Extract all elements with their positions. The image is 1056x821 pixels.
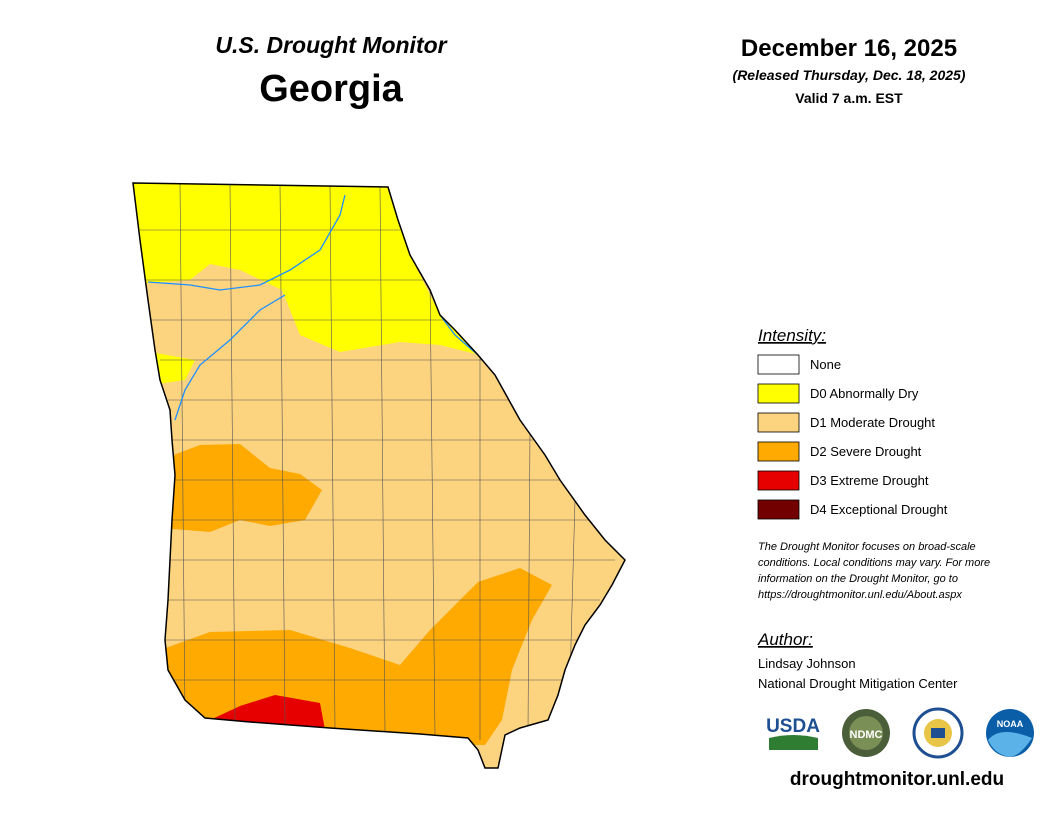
noaa-logo: NOAA [986, 709, 1034, 757]
legend-label: D4 Exceptional Drought [810, 502, 948, 517]
legend-label: D0 Abnormally Dry [810, 386, 919, 401]
commerce-logo [912, 707, 964, 759]
author-name: Lindsay Johnson [758, 656, 856, 671]
legend-label: D2 Severe Drought [810, 444, 922, 459]
legend-label: D3 Extreme Drought [810, 473, 929, 488]
note-line: information on the Drought Monitor, go t… [758, 573, 958, 585]
rivers [147, 194, 479, 421]
legend-title: Intensity: [758, 326, 826, 345]
legend-swatch [757, 441, 800, 462]
legend-label: D1 Moderate Drought [810, 415, 935, 430]
note: The Drought Monitor focuses on broad-sca… [758, 541, 990, 601]
note-line: conditions. Local conditions may vary. F… [758, 557, 990, 569]
county-lines [140, 183, 615, 740]
legend-swatch [757, 499, 800, 520]
d2-area [160, 444, 322, 532]
d0-area [133, 183, 480, 355]
legend-swatch [757, 470, 800, 491]
author-title: Author: [757, 630, 813, 649]
map-subtitle: U.S. Drought Monitor [215, 32, 447, 58]
legend-swatch [757, 354, 800, 375]
usda-logo-text: USDA [766, 716, 820, 737]
ndmc-logo-text: NDMC [850, 729, 883, 741]
legend-swatch [757, 383, 800, 404]
map-date: December 16, 2025 [741, 35, 957, 62]
author-org: National Drought Mitigation Center [758, 676, 958, 691]
ndmc-logo: NDMC [842, 709, 890, 757]
map-title: Georgia [259, 68, 403, 110]
note-line: The Drought Monitor focuses on broad-sca… [758, 541, 976, 553]
valid-time: Valid 7 a.m. EST [795, 90, 903, 106]
note-line: https://droughtmonitor.unl.edu/About.asp… [758, 589, 962, 601]
website-url: droughtmonitor.unl.edu [790, 769, 1004, 790]
release-date: (Released Thursday, Dec. 18, 2025) [733, 67, 966, 83]
legend: None D0 Abnormally Dry D1 Moderate Drought… [757, 354, 948, 520]
noaa-logo-text: NOAA [997, 719, 1024, 729]
usda-logo: USDA [766, 716, 820, 750]
legend-label: None [810, 357, 841, 372]
legend-swatch [757, 412, 800, 433]
